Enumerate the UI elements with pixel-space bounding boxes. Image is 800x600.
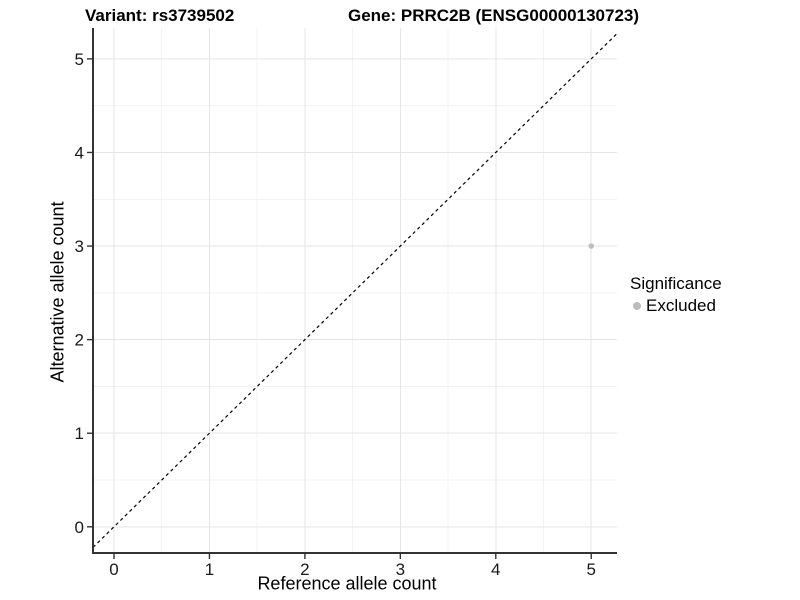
legend-item-excluded: Excluded <box>633 296 722 316</box>
data-point <box>588 243 595 249</box>
legend-title: Significance <box>630 274 722 293</box>
x-tick-label: 4 <box>491 560 500 579</box>
plot-title-variant: Variant: rs3739502 <box>85 6 235 25</box>
x-tick-label: 2 <box>300 560 309 579</box>
x-tick-label: 0 <box>109 560 118 579</box>
y-tick-label: 4 <box>75 143 84 162</box>
y-tick-label: 5 <box>75 50 84 69</box>
y-tick-label: 3 <box>75 237 84 256</box>
x-tick-label: 5 <box>586 560 595 579</box>
y-tick-label: 0 <box>75 518 84 537</box>
y-axis-title: Alternative allele count <box>47 201 68 383</box>
legend-item-label: Excluded <box>646 296 716 315</box>
legend-point-icon <box>633 302 641 310</box>
plot-title-gene: Gene: PRRC2B (ENSG00000130723) <box>348 6 640 25</box>
legend: Significance Excluded <box>630 274 722 316</box>
x-axis-title: Reference allele count <box>257 573 437 594</box>
x-tick-label: 1 <box>205 560 214 579</box>
x-tick-label: 3 <box>396 560 405 579</box>
y-tick-label: 2 <box>75 331 84 350</box>
identity-reference-line <box>92 33 618 548</box>
y-tick-label: 1 <box>75 424 84 443</box>
